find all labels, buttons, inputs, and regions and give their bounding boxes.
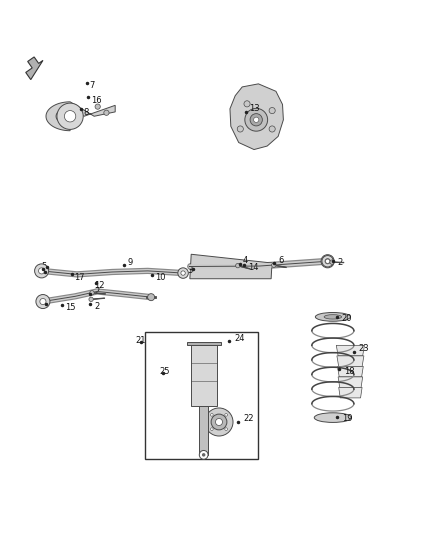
Circle shape: [269, 108, 275, 114]
Text: 12: 12: [94, 281, 105, 290]
Circle shape: [211, 428, 213, 431]
Circle shape: [245, 108, 268, 131]
Polygon shape: [337, 356, 364, 366]
Text: 9: 9: [127, 257, 132, 266]
Text: 18: 18: [344, 367, 354, 376]
Circle shape: [225, 428, 227, 431]
Circle shape: [178, 268, 188, 278]
Bar: [145, 332, 258, 459]
Polygon shape: [338, 366, 363, 377]
Text: 4: 4: [243, 256, 248, 265]
Text: 22: 22: [243, 414, 254, 423]
Polygon shape: [26, 57, 43, 79]
Circle shape: [35, 264, 49, 278]
Text: 21: 21: [135, 336, 145, 344]
Circle shape: [325, 259, 330, 263]
Text: 7: 7: [90, 81, 95, 90]
Polygon shape: [46, 102, 115, 131]
Text: 24: 24: [234, 334, 245, 343]
Circle shape: [321, 255, 334, 268]
Text: 20: 20: [342, 314, 352, 322]
Circle shape: [89, 297, 93, 302]
Text: 23: 23: [358, 344, 369, 353]
Polygon shape: [339, 387, 362, 398]
Polygon shape: [199, 406, 208, 455]
Circle shape: [322, 255, 333, 267]
Text: 6: 6: [278, 256, 283, 265]
Circle shape: [64, 110, 76, 122]
Ellipse shape: [314, 413, 351, 423]
Text: 17: 17: [74, 272, 85, 281]
Circle shape: [236, 263, 240, 268]
Text: 14: 14: [248, 263, 259, 272]
Circle shape: [181, 271, 185, 275]
Text: 10: 10: [155, 272, 166, 281]
Text: 1: 1: [39, 302, 45, 310]
Text: 5: 5: [42, 262, 47, 271]
Text: 1: 1: [39, 269, 45, 278]
Ellipse shape: [324, 314, 342, 319]
Text: 2: 2: [94, 302, 99, 311]
Circle shape: [148, 294, 155, 301]
Circle shape: [39, 268, 45, 274]
Circle shape: [57, 103, 83, 130]
Circle shape: [215, 418, 223, 425]
Text: 11: 11: [37, 264, 48, 273]
Circle shape: [211, 414, 213, 416]
Circle shape: [205, 408, 233, 436]
Polygon shape: [338, 377, 363, 387]
Circle shape: [325, 259, 330, 264]
Circle shape: [104, 110, 109, 115]
Circle shape: [90, 290, 94, 295]
Circle shape: [95, 104, 100, 109]
Text: 3: 3: [187, 265, 193, 274]
Text: 8: 8: [83, 108, 88, 117]
Circle shape: [272, 263, 276, 268]
Polygon shape: [190, 254, 272, 279]
Circle shape: [254, 117, 259, 123]
Text: 19: 19: [342, 415, 352, 423]
Text: 2: 2: [337, 257, 343, 266]
Text: 16: 16: [91, 95, 101, 104]
Circle shape: [330, 260, 334, 264]
Circle shape: [202, 453, 205, 457]
Text: 2: 2: [94, 287, 99, 296]
Text: 25: 25: [159, 367, 170, 376]
Circle shape: [250, 114, 262, 126]
Circle shape: [40, 298, 46, 304]
Bar: [187, 342, 221, 345]
Polygon shape: [230, 84, 283, 150]
Circle shape: [269, 126, 275, 132]
Circle shape: [36, 295, 50, 309]
Circle shape: [244, 101, 250, 107]
Text: 15: 15: [65, 303, 75, 312]
Polygon shape: [191, 345, 217, 406]
Circle shape: [225, 414, 227, 416]
Ellipse shape: [315, 312, 350, 321]
Circle shape: [199, 450, 208, 459]
Polygon shape: [336, 345, 364, 356]
Circle shape: [211, 414, 227, 430]
Circle shape: [237, 126, 244, 132]
Text: 13: 13: [249, 104, 259, 114]
